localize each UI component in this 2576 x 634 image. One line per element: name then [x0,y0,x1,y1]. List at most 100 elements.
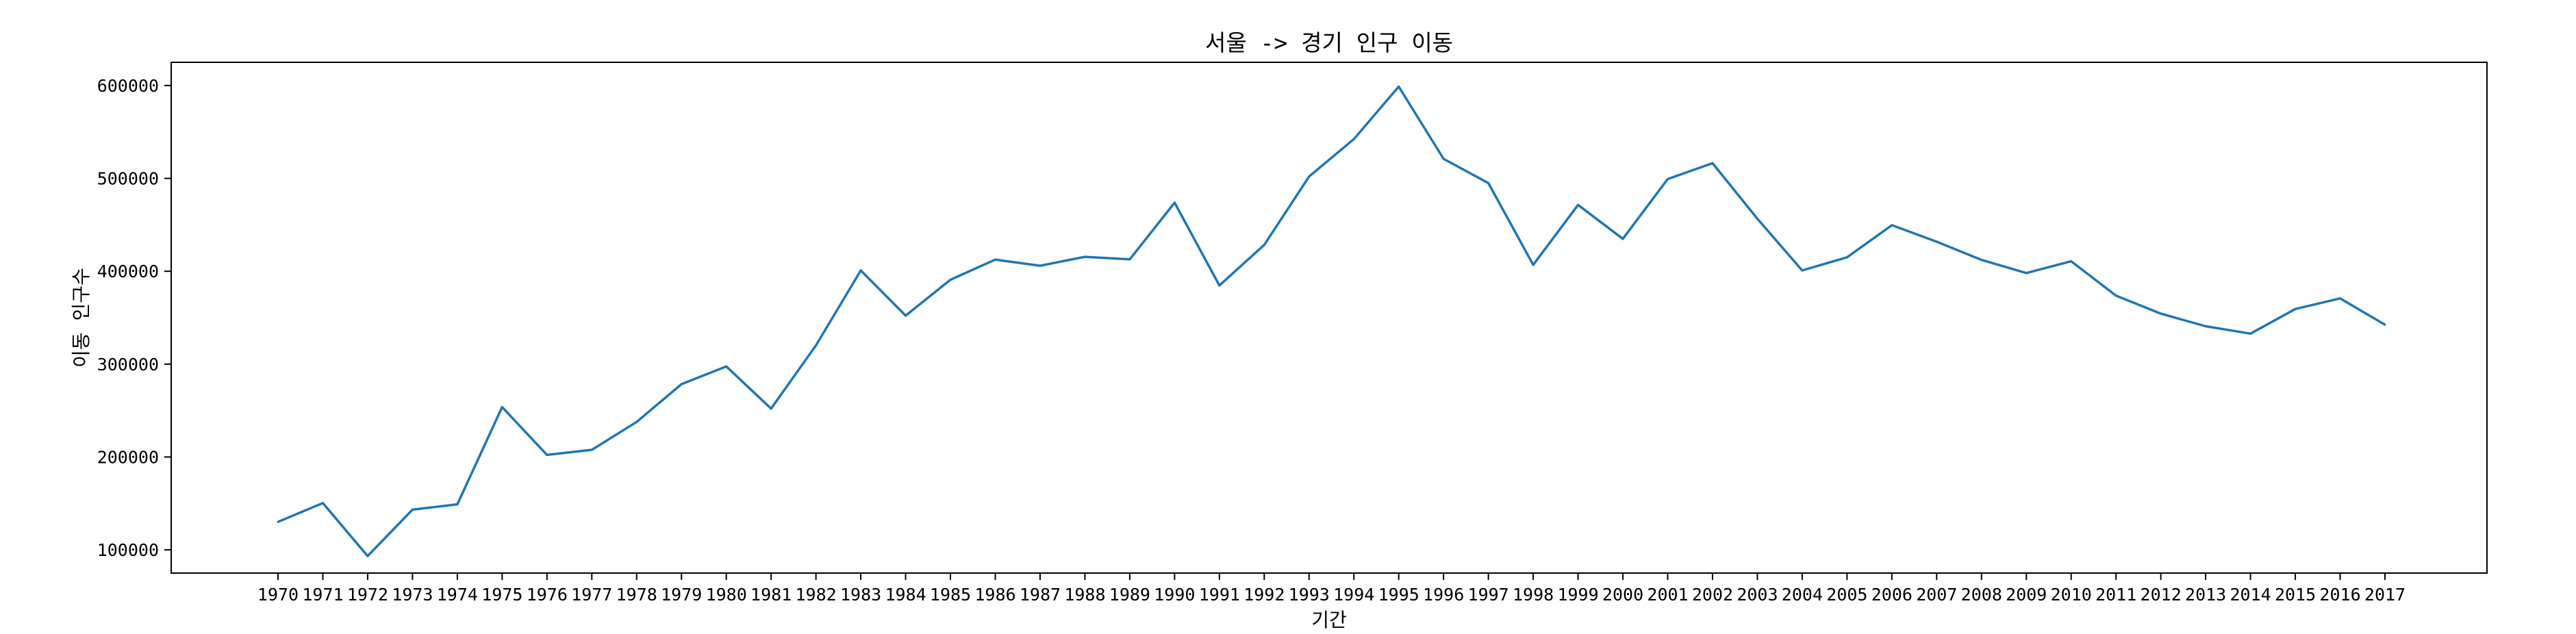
data-point [1801,269,1804,272]
x-tick-label: 1989 [1109,585,1150,605]
x-tick-label: 1980 [706,585,747,605]
data-point [501,406,503,409]
data-point [1845,256,1848,259]
data-point [905,314,907,317]
data-point [1308,175,1311,178]
data-point [1173,201,1176,204]
data-point [1263,244,1265,246]
y-tick-label: 500000 [97,169,159,189]
x-tick-label: 1972 [347,585,388,605]
data-point [1352,138,1355,140]
series-line [277,85,2386,557]
data-point [1935,240,1938,243]
x-tick-label: 1993 [1289,585,1330,605]
x-tick-label: 1975 [481,585,522,605]
x-tick-label: 2014 [2230,585,2271,605]
data-point [2339,297,2342,300]
data-point [1756,217,1758,220]
data-point [1128,258,1131,261]
x-axis-label: 기간 [1311,609,1347,631]
data-point [321,502,324,505]
x-tick-label: 1973 [392,585,433,605]
data-point [456,503,459,506]
x-tick-label: 2010 [2051,585,2092,605]
x-tick-label: 1991 [1199,585,1240,605]
data-point [635,420,638,423]
x-tick-label: 2003 [1737,585,1778,605]
x-tick-label: 2001 [1647,585,1688,605]
y-tick-label: 400000 [97,262,159,281]
data-point [994,258,996,261]
data-point [859,269,862,272]
data-point [2249,332,2252,335]
x-tick-label: 1987 [1020,585,1061,605]
x-tick-label: 1984 [885,585,926,605]
x-tick-label: 2006 [1871,585,1912,605]
data-point [2294,307,2297,310]
data-point [1577,203,1580,206]
x-tick-label: 1986 [974,585,1015,605]
x-tick-label: 2013 [2185,585,2226,605]
data-point [2384,323,2386,326]
x-tick-label: 1970 [257,585,299,605]
x-tick-label: 2009 [2006,585,2047,605]
data-point [1487,181,1490,184]
x-tick-label: 1996 [1423,585,1464,605]
x-tick-label: 1981 [750,585,792,605]
x-tick-label: 1999 [1557,585,1598,605]
data-point [1039,264,1041,267]
data-point [770,407,772,410]
series-layer [277,85,2386,557]
data-point [1621,238,1624,240]
data-point [366,555,369,557]
y-tick-label: 200000 [97,447,159,467]
x-tick-label: 1995 [1378,585,1419,605]
x-tick-label: 2005 [1826,585,1867,605]
data-point [277,520,279,523]
x-tick-label: 2011 [2095,585,2136,605]
data-point [1218,284,1221,287]
x-tick-label: 2000 [1602,585,1643,605]
x-tick-label: 1974 [437,585,478,605]
data-point [1980,259,1983,262]
data-point [1442,157,1445,160]
x-tick-label: 1997 [1468,585,1509,605]
x-tick-label: 2015 [2275,585,2316,605]
data-point [2160,312,2162,315]
data-point [1711,162,1714,164]
y-tick-label: 100000 [97,540,159,560]
x-tick-label: 1988 [1064,585,1105,605]
x-tick-label: 1977 [571,585,612,605]
x-tick-label: 1982 [796,585,837,605]
data-point [1891,224,1893,227]
data-point [411,508,414,511]
x-tick-label: 2017 [2364,585,2405,605]
x-tick-label: 2002 [1692,585,1733,605]
data-point [1667,178,1669,181]
data-point [2114,294,2117,297]
x-tick-label: 2004 [1782,585,1823,605]
x-tick-label: 2012 [2141,585,2182,605]
data-point [680,383,683,385]
data-point [2204,325,2207,327]
x-tick-label: 1985 [930,585,971,605]
x-tick-label: 2008 [1961,585,2002,605]
plot-frame [171,62,2488,574]
data-point [815,344,818,346]
data-point [725,365,728,368]
data-point [949,279,952,281]
data-point [546,453,548,456]
x-tick-label: 1979 [661,585,702,605]
x-tick-label: 1983 [840,585,881,605]
y-axis: 100000 200000 300000 400000 500000 600000 [97,76,171,560]
x-tick-label: 1978 [616,585,657,605]
x-tick-label: 1971 [302,585,343,605]
data-point [2070,260,2073,263]
x-tick-label: 1976 [527,585,568,605]
data-point [1083,255,1086,258]
x-tick-label: 2016 [2319,585,2360,605]
y-tick-label: 300000 [97,355,159,375]
y-tick-label: 600000 [97,76,159,96]
